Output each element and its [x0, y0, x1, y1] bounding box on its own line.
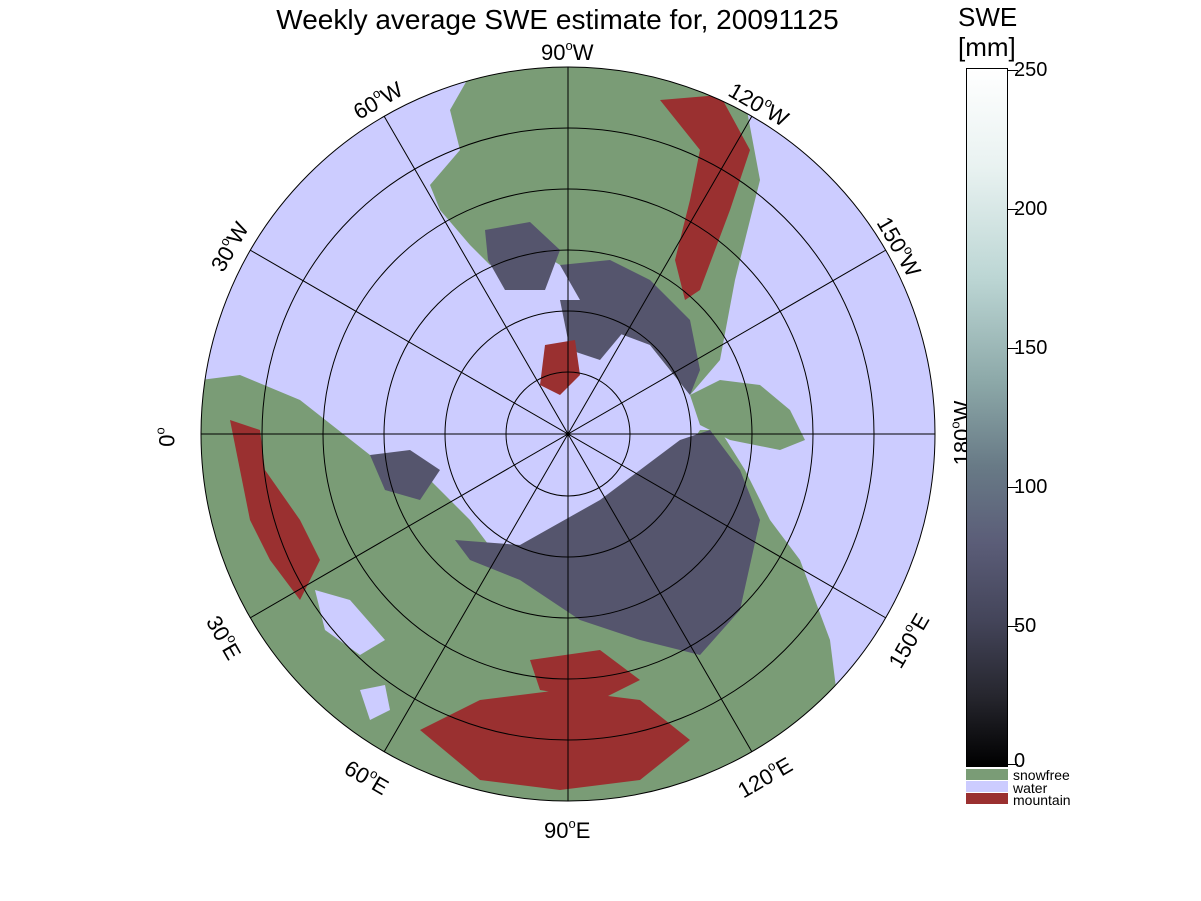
colorbar-tick-label: 50 — [1014, 615, 1037, 637]
landmass-central-asia-mountains — [530, 650, 640, 700]
legend-label-mountain: mountain — [1013, 792, 1071, 808]
landmass-siberia-snow — [455, 430, 760, 655]
landmass-caspian — [360, 685, 390, 720]
colorbar-tick-label: 0 — [1014, 750, 1026, 772]
colorbar-tick — [1008, 764, 1018, 765]
landmass-greenland — [540, 340, 580, 395]
colorbar-title: SWE [mm] — [958, 2, 1018, 62]
colorbar-tick-label: 250 — [1014, 59, 1048, 81]
colorbar-tick — [1008, 487, 1018, 488]
legend-label-water: water — [1013, 780, 1048, 796]
legend-swatch-mountain — [966, 793, 1008, 804]
landmass-snow-islands — [560, 300, 625, 360]
lon-label-90e: 90oE — [544, 816, 591, 843]
colorbar-tick-label: 200 — [1014, 198, 1048, 220]
colorbar-tick — [1008, 70, 1018, 71]
colorbar — [966, 68, 1008, 767]
map-title: Weekly average SWE estimate for, 2009112… — [276, 4, 839, 35]
landmass-europe-mountains — [230, 420, 320, 600]
lon-label-90w: 90oW — [541, 38, 594, 65]
colorbar-tick-label: 100 — [1014, 476, 1048, 498]
colorbar-tick — [1008, 348, 1018, 349]
lon-label-0: 0o — [152, 427, 180, 447]
colorbar-tick-label: 150 — [1014, 337, 1048, 359]
colorbar-tick — [1008, 626, 1018, 627]
meridian — [249, 249, 887, 619]
legend-swatch-water — [966, 781, 1008, 792]
landmass-baltic-water — [315, 590, 385, 655]
colorbar-tick — [1008, 209, 1018, 210]
legend-swatch-snowfree — [966, 769, 1008, 780]
landmass-scandinavia-snow — [370, 450, 440, 500]
legend-label-snowfree: snowfree — [1013, 767, 1070, 783]
